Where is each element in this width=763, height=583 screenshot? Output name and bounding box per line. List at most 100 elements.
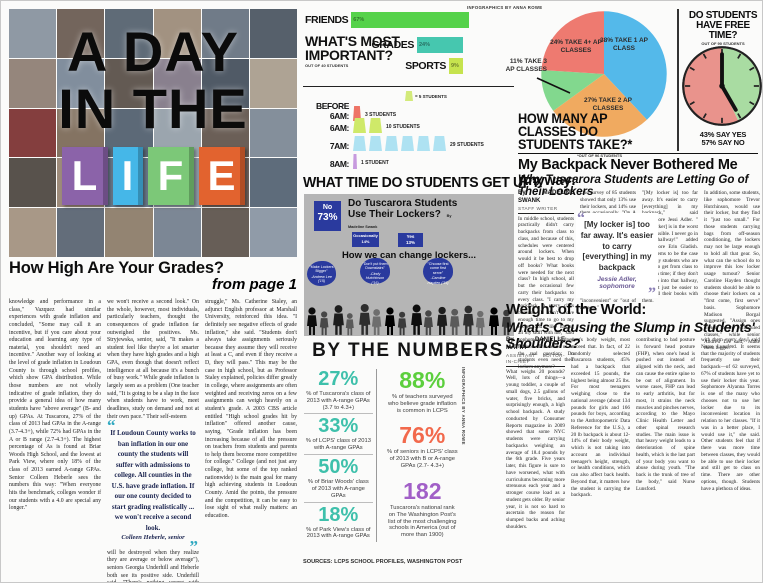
- pie-slice-1ap: [604, 11, 667, 120]
- masthead: A DAY IN THE L I F E: [9, 9, 297, 257]
- stat-block: 27% % of Tuscarora's class of 2013 with …: [304, 367, 373, 413]
- backpack-article-subhead: Why Tuscarora Students are Letting Go of…: [518, 174, 749, 198]
- byline-name: By MADELINE SWANK: [518, 190, 574, 204]
- stats-divider: [375, 369, 377, 543]
- row-label: BEFORE 6AM:: [315, 101, 349, 121]
- pull-quote-text: [My locker is] too far away. It's easier…: [580, 220, 654, 273]
- thought-bubble: "Make Lockers Bigger" -Andrew Lee ('15): [307, 261, 336, 286]
- title-line: IMPORTANT?: [305, 46, 393, 63]
- legend-text: = 5 STUDENTS: [415, 93, 447, 99]
- article-text: will be destroyed when they realize they…: [107, 549, 199, 582]
- stat-value: 182: [403, 477, 442, 504]
- stat-value: 27%: [318, 368, 359, 390]
- byline: By DANIELLE MATTA ASSISTANT EDITOR-IN-CH…: [506, 337, 565, 367]
- title-line: DO STUDENTS: [688, 10, 758, 21]
- getup-row-6am: 6AM: 10 STUDENTS: [301, 118, 513, 133]
- masthead-line-2: IN THE: [58, 77, 248, 140]
- byline: By MADELINE SWANK STAFF WRITER: [518, 190, 574, 214]
- by-the-numbers-title: BY THE NUMBERS: [312, 340, 504, 361]
- yes-stat-box: Yes 13%: [398, 233, 423, 247]
- bubble-attribution: -Caroline Hayden ('15): [427, 276, 449, 285]
- pull-quote-text: If Loudoun County works to ban inflation…: [110, 429, 196, 532]
- row-label: 6AM:: [329, 123, 350, 133]
- article-text: What weighs 20 pounds? Well, lots of thi…: [506, 368, 565, 530]
- weight-article-header: Weight of the World: What's Causing the …: [506, 301, 762, 351]
- stat-block: 182 Tuscarora's national rank on The Was…: [386, 478, 459, 541]
- whats-important-title: WHAT'S MOST IMPORTANT? OUT OF 40 STUDENT…: [305, 33, 415, 69]
- getup-row-7am: 7AM: 29 STUDENTS: [301, 136, 513, 151]
- bar-value: 9%: [451, 63, 459, 69]
- free-time-clock-chart: [682, 46, 762, 126]
- article-column: By DANIELLE MATTA ASSISTANT EDITOR-IN-CH…: [506, 337, 565, 579]
- row-count: 29 STUDENTS: [450, 142, 484, 148]
- sample-size-note: *OUT OF 96 STUDENTS: [577, 152, 622, 158]
- article-column: with them every day," said Nurse Lunsfor…: [701, 337, 760, 492]
- article-rule: [518, 153, 758, 154]
- row-count: 1 STUDENT: [361, 160, 389, 166]
- stat-caption: % of seniors in LCPS' class of 2013 with…: [386, 449, 458, 470]
- getup-chart-title: WHAT TIME DO STUDENTS GET UP?: [303, 175, 540, 191]
- article-column: contributing to bad posture is forward h…: [636, 337, 695, 492]
- title-line: WHAT'S MOST: [305, 33, 400, 49]
- sample-size-note: OUT OF 90 STUDENTS: [701, 41, 745, 47]
- result-no: 57% SAY NO: [701, 138, 745, 148]
- stat-value: 13%: [405, 239, 415, 245]
- student-icon: [417, 136, 430, 151]
- student-icon: [369, 118, 382, 133]
- pull-quote-attribution: Colleen Heberle, senior: [121, 534, 185, 542]
- close-quote-mark: ”: [189, 536, 199, 556]
- stat-caption: % of teachers surveyed who believe grade…: [387, 394, 457, 414]
- stat-caption: % of Park View's class of 2013 with A-ra…: [306, 526, 371, 540]
- pictograph-icons: [353, 136, 446, 151]
- grades-article-headline: How High Are Your Grades?: [9, 259, 224, 277]
- ap-pie-title: HOW MANY AP CLASSES DO STUDENTS TAKE?* *…: [518, 111, 640, 158]
- stat-caption: Tuscarora's national rank on The Washing…: [388, 504, 457, 539]
- bubble-quote: "Choose first come first serve": [427, 262, 449, 275]
- article-text: In middle school, students practically d…: [518, 215, 574, 371]
- stat-value: 73%: [317, 212, 338, 223]
- legend-icon: [405, 91, 413, 101]
- grades-article-body: knowledge and performance in a class," V…: [9, 299, 297, 582]
- bar-row-grades: GRADES 24%: [371, 37, 463, 53]
- student-icon: [353, 106, 361, 121]
- pictograph-legend: = 5 STUDENTS: [405, 91, 447, 101]
- free-time-title: DO STUDENTS HAVE FREE TIME? OUT OF 90 ST…: [683, 10, 762, 47]
- clock-hand-hour: [720, 84, 738, 112]
- article-text: we won't receive a second look." On the …: [107, 299, 199, 420]
- title-line: HAVE FREE TIME?: [696, 19, 750, 41]
- change-lockers-subtitle: How we can change lockers...: [341, 250, 477, 261]
- pull-quote: “ If Loudoun County works to ban inflati…: [107, 417, 198, 555]
- pull-quote-attribution: Jessie Adler, sophomore: [597, 275, 637, 290]
- row-count: 3 STUDENTS: [365, 112, 397, 118]
- life-block-f: F: [147, 147, 194, 205]
- stat-caption: % of Tuscarora's class of 2013 with A-ra…: [306, 391, 371, 411]
- stat-value: 88%: [399, 367, 446, 393]
- pie-slice-2ap: [553, 74, 647, 137]
- stat-label: No: [322, 204, 333, 211]
- article-column: we won't receive a second look." On the …: [107, 299, 199, 582]
- title-line: HOW MANY AP: [518, 111, 608, 126]
- bar-friends: 67%: [351, 12, 470, 28]
- student-icon: [353, 154, 357, 169]
- stat-label: Occasionally: [353, 233, 378, 238]
- open-quote-mark: “: [577, 210, 585, 227]
- masthead-line-1: A DAY: [66, 20, 239, 83]
- getup-row-8am: 8AM: 1 STUDENT: [301, 154, 513, 169]
- byline-name: By DANIELLE MATTA: [506, 337, 565, 351]
- lockers-title-text: Do Tuscarora Students Use Their Lockers?: [348, 198, 458, 220]
- bar-sports: 9%: [449, 58, 463, 74]
- student-icon: [433, 136, 446, 151]
- bubble-attribution: -Cindy Hutchinson ('16): [365, 271, 385, 285]
- pie-label-3ap: 11% TAKE 3 AP CLASSES: [505, 58, 547, 73]
- pictograph-icons: [353, 154, 357, 169]
- pie-slice-4ap: [541, 11, 604, 75]
- student-icon: [385, 136, 398, 151]
- sample-size-note: OUT OF 40 STUDENTS: [305, 63, 349, 69]
- row-label: 8AM:: [329, 159, 350, 169]
- article-column: struggle," Ms. Catherine Staley, an adju…: [205, 299, 297, 519]
- photo-collage: A DAY IN THE L I F E: [9, 9, 297, 257]
- infographic-credit: INFOGRAPHICS BY ANNA ROWE: [467, 5, 543, 10]
- life-block-l: L: [61, 147, 108, 205]
- clock-no-segment: [683, 47, 739, 125]
